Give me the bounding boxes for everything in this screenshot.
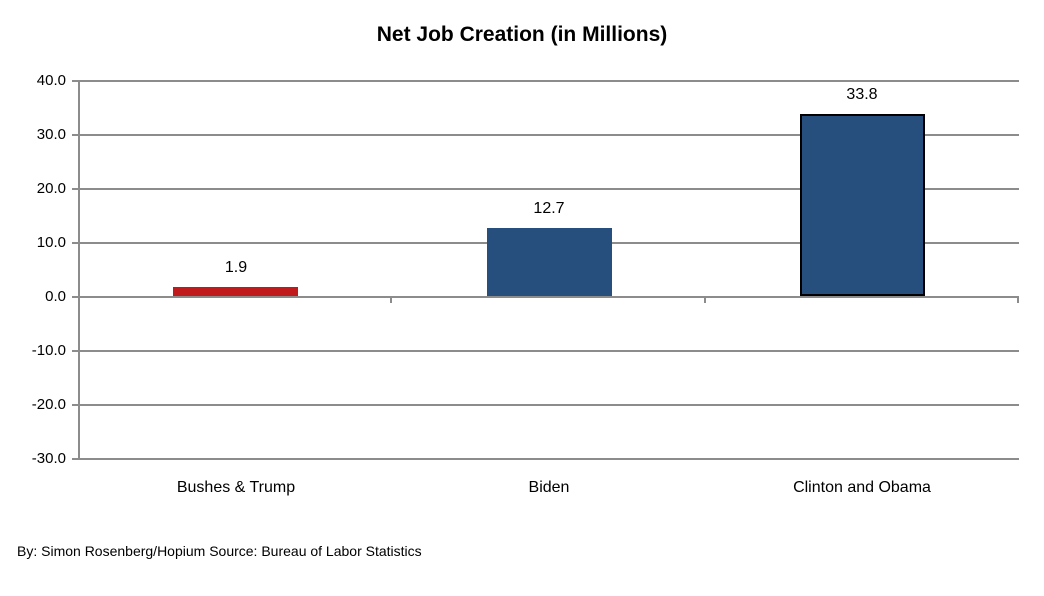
y-axis-tick: [72, 458, 78, 460]
x-axis-category-label: Clinton and Obama: [793, 479, 931, 496]
y-axis-tick-label: 0.0: [45, 288, 66, 305]
bar: [487, 228, 612, 296]
x-axis-tick: [1017, 297, 1019, 303]
gridline: [79, 350, 1019, 352]
bar: [173, 287, 298, 296]
bar-data-label: 33.8: [846, 86, 878, 103]
y-axis-tick: [72, 350, 78, 352]
y-axis-tick: [72, 242, 78, 244]
y-axis-tick-label: 10.0: [36, 234, 66, 251]
x-axis-tick: [703, 297, 706, 303]
y-axis-tick-label: 30.0: [36, 126, 66, 143]
y-axis-line: [78, 80, 80, 460]
bar-data-label: 12.7: [533, 200, 565, 217]
gridline: [79, 458, 1019, 460]
y-axis-tick: [72, 188, 78, 190]
y-axis-tick-label: 20.0: [36, 180, 66, 197]
y-axis-tick-label: 40.0: [36, 72, 66, 89]
y-axis-tick-label: -20.0: [31, 396, 66, 413]
x-axis-category-label: Biden: [528, 479, 570, 496]
x-axis-tick: [390, 297, 393, 303]
x-axis-category-label: Bushes & Trump: [176, 479, 296, 496]
credit-text: By: Simon Rosenberg/Hopium Source: Burea…: [17, 543, 422, 559]
gridline: [79, 296, 1019, 298]
gridline: [79, 188, 1019, 190]
y-axis-tick: [72, 296, 78, 298]
y-axis-tick-label: -30.0: [31, 450, 66, 467]
bar-data-label: 1.9: [224, 259, 248, 276]
y-axis-tick: [72, 134, 78, 136]
gridline: [79, 134, 1019, 136]
gridline: [79, 404, 1019, 406]
bar: [800, 114, 925, 296]
chart-title: Net Job Creation (in Millions): [376, 23, 668, 46]
y-axis-tick: [72, 404, 78, 406]
gridline: [79, 80, 1019, 82]
y-axis-tick: [72, 80, 78, 82]
y-axis-tick-label: -10.0: [31, 342, 66, 359]
